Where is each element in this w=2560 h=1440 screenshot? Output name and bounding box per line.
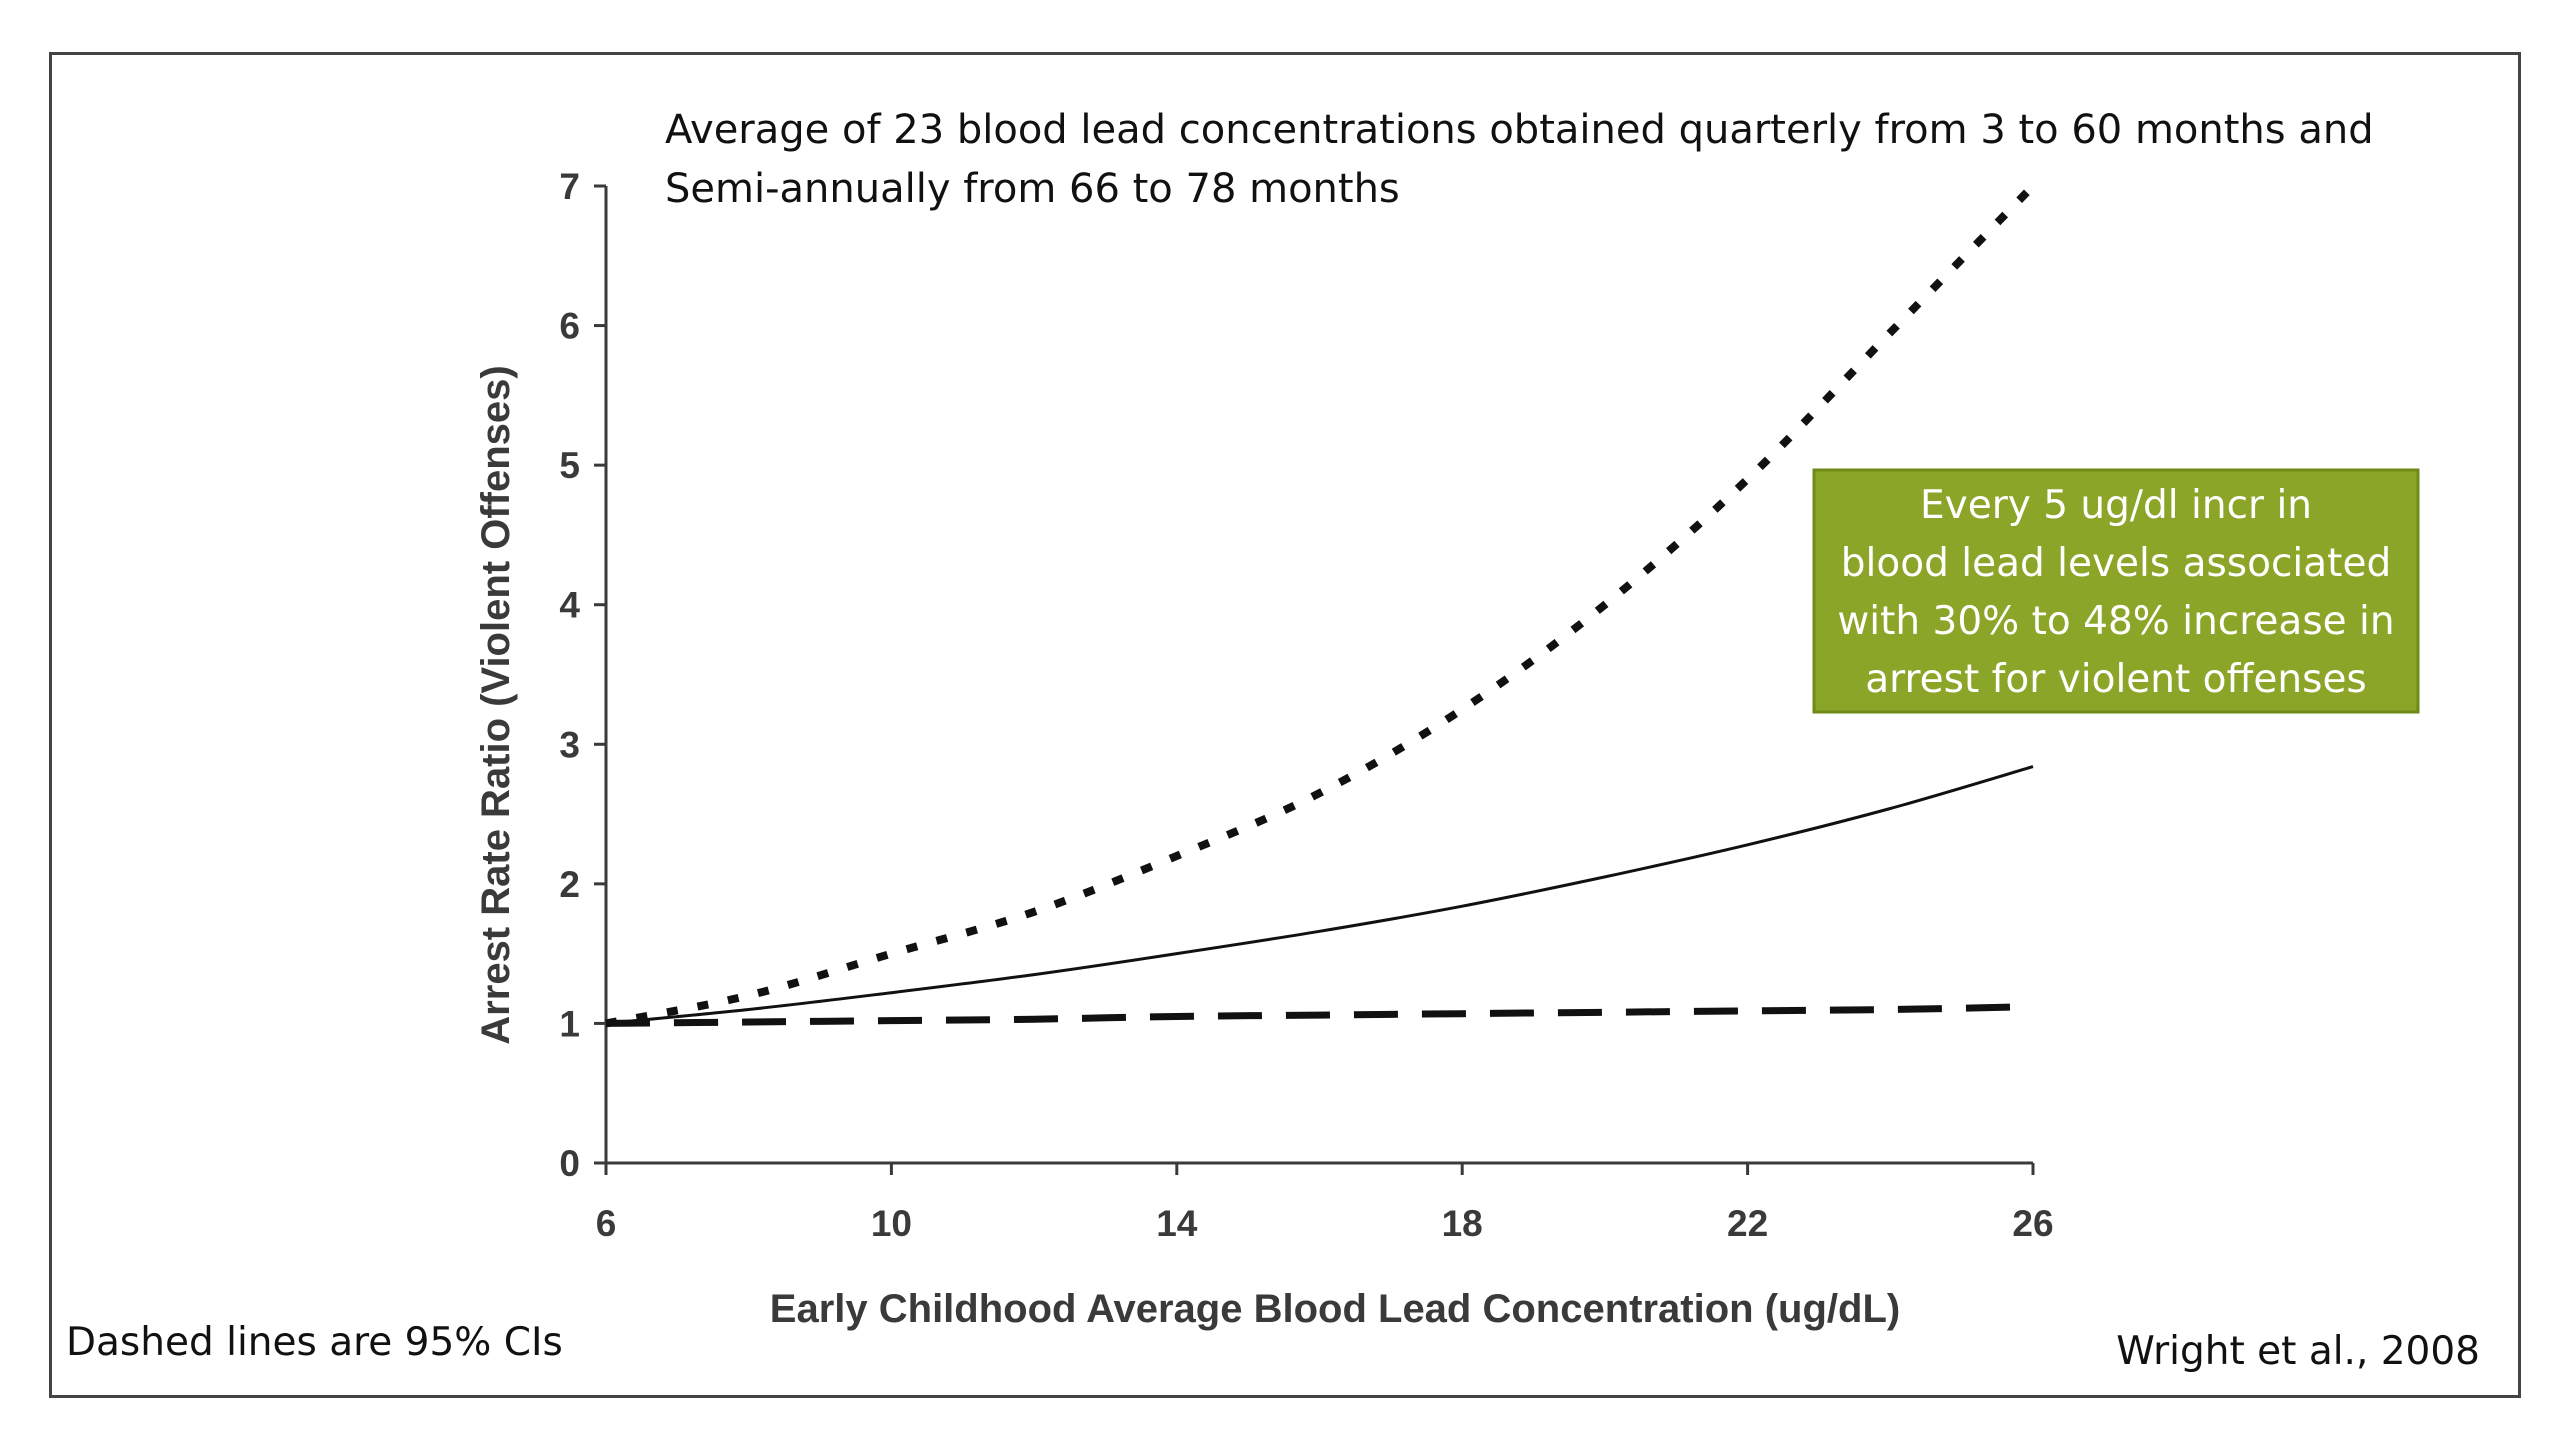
y-tick-label-6: 6: [559, 306, 580, 347]
y-tick-label-2: 2: [559, 864, 580, 905]
x-tick-label-26: 26: [2012, 1203, 2053, 1244]
x-tick-label-10: 10: [871, 1203, 912, 1244]
y-tick-label-7: 7: [559, 166, 580, 207]
y-tick-label-4: 4: [559, 585, 580, 626]
callout-line-2: blood lead levels associated: [1841, 541, 2391, 586]
callout-box: Every 5 ug/dl incr in blood lead levels …: [1812, 468, 2420, 714]
x-tick-label-22: 22: [1727, 1203, 1768, 1244]
series-line-solid: [605, 765, 2034, 1025]
x-axis-title: Early Childhood Average Blood Lead Conce…: [770, 1287, 1900, 1331]
slide-frame: [49, 52, 2521, 1398]
callout-line-1: Every 5 ug/dl incr in: [1920, 483, 2312, 528]
series-line-dotted: [605, 183, 2036, 1028]
plot-area: 0 1 2 3 4 5 6 7 6 10 14 18 22 26: [559, 166, 2053, 1244]
y-axis-title: Arrest Rate Ratio (Violent Offenses): [474, 365, 518, 1044]
footnote-ci: Dashed lines are 95% CIs: [66, 1320, 563, 1365]
series-line-dashed: [605, 1003, 2034, 1027]
y-tick-label-3: 3: [559, 724, 580, 765]
callout-line-3: with 30% to 48% increase in: [1837, 599, 2394, 644]
x-tick-label-18: 18: [1442, 1203, 1483, 1244]
x-tick-label-14: 14: [1156, 1203, 1198, 1244]
callout-line-4: arrest for violent offenses: [1865, 657, 2367, 702]
y-tick-label-0: 0: [559, 1143, 580, 1184]
y-tick-label-1: 1: [559, 1003, 580, 1044]
chart-title-line-1: Average of 23 blood lead concentrations …: [665, 107, 2374, 153]
chart-title-line-2: Semi-annually from 66 to 78 months: [665, 166, 1400, 212]
citation: Wright et al., 2008: [2116, 1329, 2480, 1374]
y-tick-label-5: 5: [559, 445, 580, 486]
callout-background: [1812, 468, 2420, 714]
x-tick-label-6: 6: [596, 1203, 617, 1244]
